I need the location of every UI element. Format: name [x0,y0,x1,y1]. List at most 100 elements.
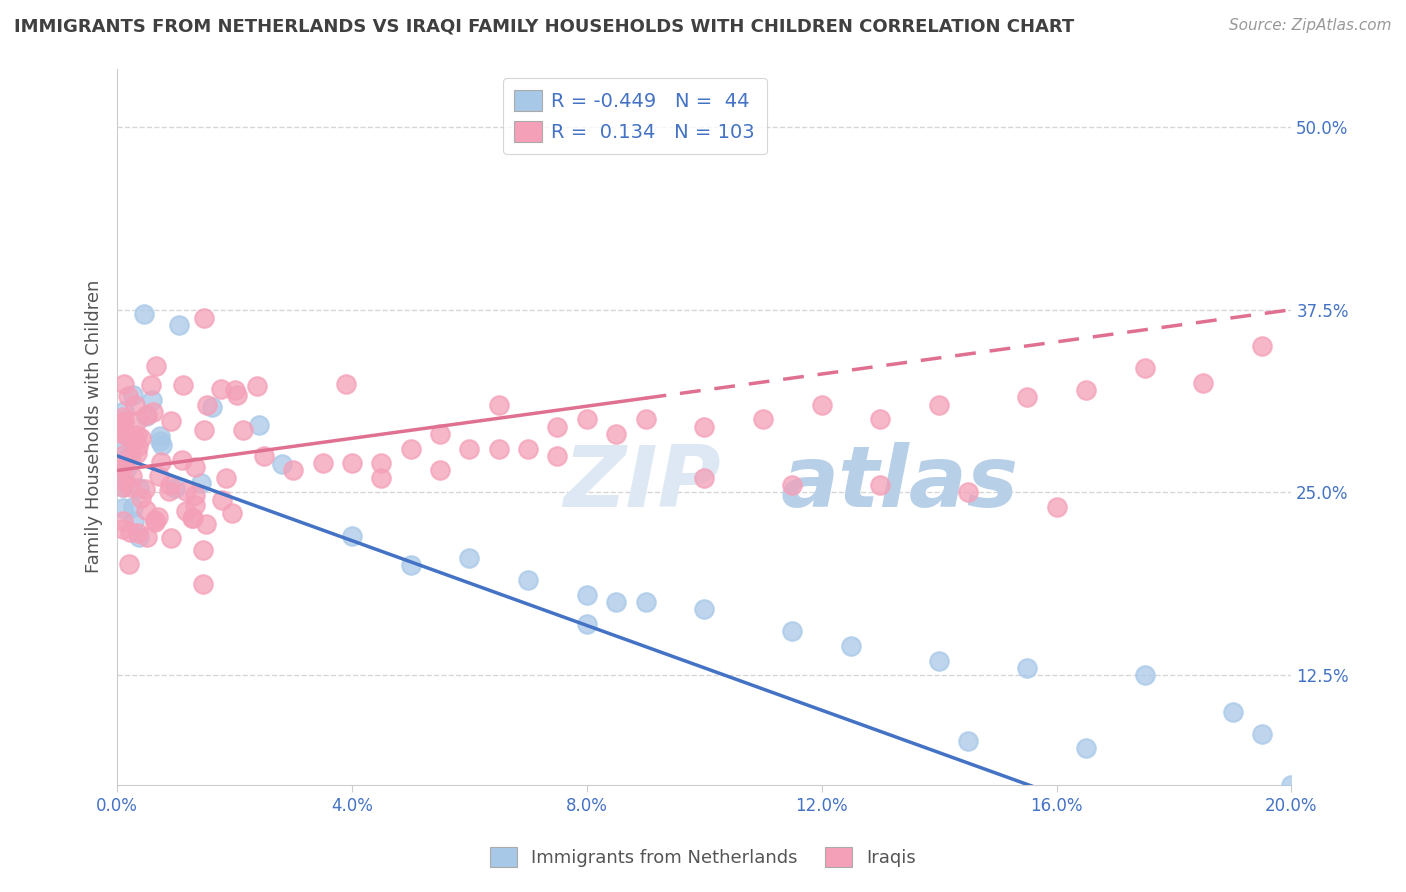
Point [122,388,145,402]
Point [693,471,716,485]
Point [195,517,218,532]
Point [810,398,832,412]
Point [605,426,627,441]
Point [112,403,135,417]
Point [575,412,598,426]
Point [122,514,145,528]
Point [112,426,135,441]
Point [1074,383,1097,397]
Point [1251,339,1274,353]
Point [283,463,305,477]
Point [149,434,172,448]
Point [157,483,180,498]
Point [167,318,190,332]
Point [122,500,145,515]
Text: atlas: atlas [780,442,1019,525]
Point [124,433,146,447]
Point [634,595,657,609]
Point [129,431,152,445]
Point [1251,726,1274,740]
Point [112,514,135,528]
Point [957,485,980,500]
Point [247,418,270,433]
Point [214,471,236,485]
Point [1192,376,1215,390]
Point [135,530,157,544]
Point [150,438,173,452]
Point [1074,741,1097,756]
Point [517,573,540,587]
Point [132,307,155,321]
Y-axis label: Family Households with Children: Family Households with Children [86,280,103,574]
Point [159,478,181,492]
Point [117,449,139,463]
Point [224,383,246,397]
Point [112,522,135,536]
Point [209,382,232,396]
Point [221,506,243,520]
Point [429,463,451,477]
Point [112,501,135,516]
Point [112,475,135,489]
Point [112,409,135,424]
Point [782,478,804,492]
Point [112,421,135,435]
Point [149,428,172,442]
Point [1045,500,1067,514]
Point [174,484,197,499]
Point [1017,661,1039,675]
Point [143,515,166,529]
Point [128,530,150,544]
Point [114,475,136,490]
Point [127,427,149,442]
Text: Source: ZipAtlas.com: Source: ZipAtlas.com [1229,18,1392,33]
Point [127,439,149,453]
Point [399,442,422,456]
Legend: R = -0.449   N =  44, R =  0.134   N = 103: R = -0.449 N = 44, R = 0.134 N = 103 [502,78,766,153]
Point [693,602,716,616]
Point [184,488,207,502]
Point [127,446,149,460]
Point [370,456,392,470]
Point [146,509,169,524]
Point [246,379,269,393]
Point [184,498,207,512]
Point [142,405,165,419]
Point [782,624,804,639]
Point [114,446,136,460]
Point [605,595,627,609]
Point [120,480,142,494]
Point [458,442,481,456]
Point [141,392,163,407]
Point [112,459,135,474]
Point [114,442,136,457]
Point [547,449,569,463]
Point [1222,705,1244,719]
Point [184,460,207,475]
Point [170,453,193,467]
Point [180,511,202,525]
Point [125,414,148,428]
Point [117,389,139,403]
Point [121,468,143,483]
Text: ZIP: ZIP [564,442,721,525]
Point [340,456,363,470]
Point [370,471,392,485]
Point [135,409,157,424]
Point [128,481,150,495]
Point [149,454,172,468]
Point [145,359,167,374]
Point [135,503,157,517]
Point [115,429,138,443]
Point [517,442,540,456]
Point [211,492,233,507]
Point [118,557,141,571]
Point [112,414,135,428]
Point [120,525,142,540]
Point [1133,361,1156,376]
Point [928,653,950,667]
Point [191,577,214,591]
Point [139,378,162,392]
Point [112,480,135,494]
Point [193,423,215,437]
